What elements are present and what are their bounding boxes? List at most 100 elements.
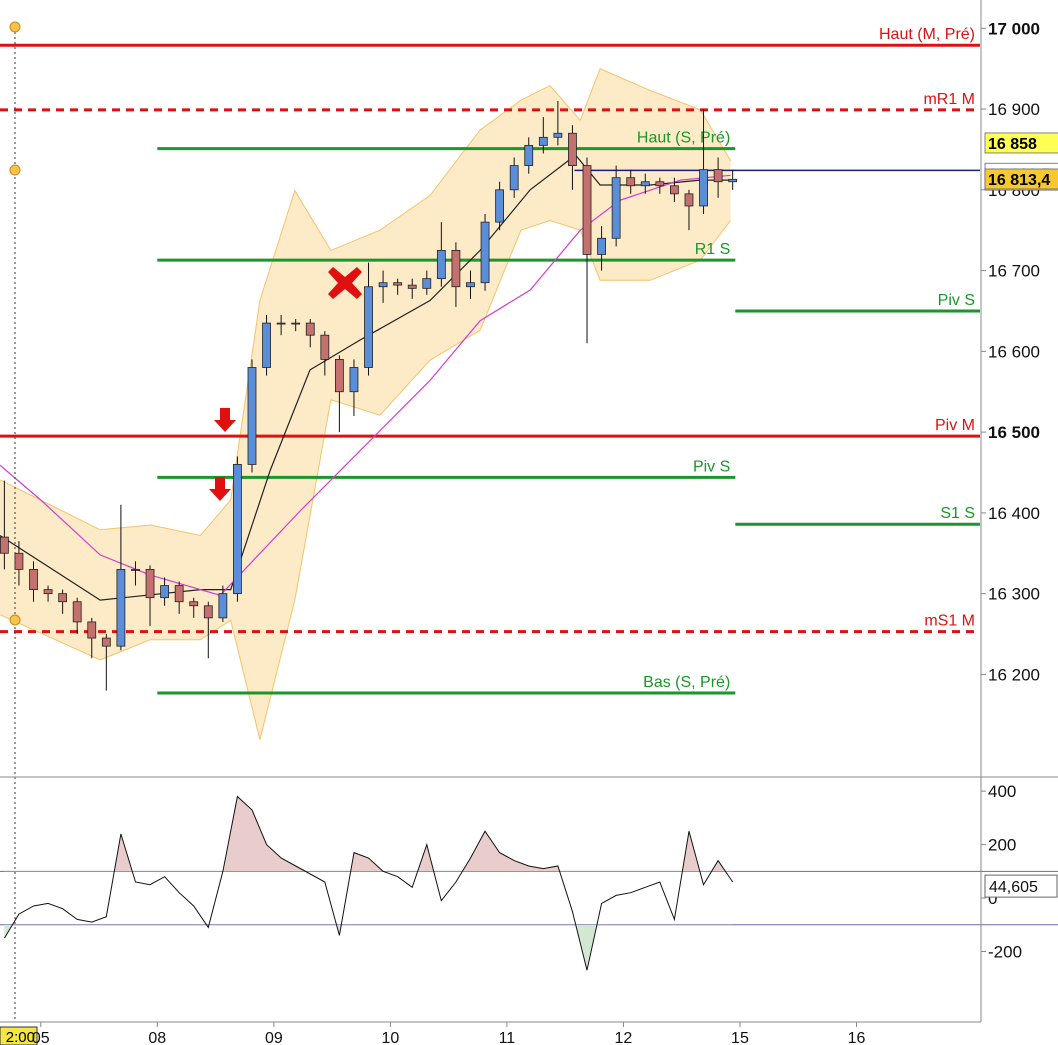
- candle-body: [160, 585, 169, 599]
- last-value-box: [984, 874, 1058, 898]
- y-tick-label: 200: [988, 836, 1016, 855]
- y-tick-label: 17 000: [988, 19, 1040, 38]
- x-tick-label: 05: [32, 1030, 50, 1045]
- y-tick-label: 16 700: [988, 262, 1040, 281]
- level-label: mR1 M: [923, 91, 975, 108]
- price-label-box: [984, 168, 1058, 190]
- level-label: Piv S: [693, 458, 730, 475]
- price-label: 16 858: [988, 136, 1037, 153]
- x-tick-label: 10: [381, 1030, 399, 1045]
- band-upper: [0, 68, 732, 537]
- y-tick-label: 400: [988, 782, 1016, 801]
- x-tick-label: 11: [499, 1030, 516, 1045]
- y-tick-label: 16 900: [988, 100, 1040, 119]
- candle-body: [422, 278, 432, 289]
- y-tick-label: 0: [988, 889, 997, 908]
- candle-body: [233, 464, 242, 595]
- candle-body: [640, 181, 650, 187]
- x-tick-label: 09: [265, 1030, 283, 1045]
- candle-body: [597, 237, 606, 255]
- candle-body: [262, 322, 271, 368]
- cursor-handle[interactable]: [9, 21, 21, 33]
- cursor-handle[interactable]: [9, 164, 21, 176]
- candle-body: [509, 165, 519, 191]
- sell-arrow: [214, 408, 236, 432]
- crosshair-time-box: [0, 1026, 38, 1045]
- candle-body: [436, 249, 446, 280]
- exit-marker: [328, 267, 362, 299]
- candle-body: [553, 132, 563, 138]
- candle-body: [334, 359, 344, 393]
- candle-body: [0, 536, 9, 554]
- candle-body: [218, 593, 228, 619]
- level-label: mS1 M: [924, 613, 975, 630]
- candle-body: [538, 136, 548, 146]
- band-area: [0, 68, 731, 740]
- x-tick-label: 08: [148, 1030, 166, 1045]
- x-tick-label: 15: [731, 1030, 749, 1045]
- candle-body: [145, 569, 155, 599]
- candle-body: [364, 286, 373, 368]
- annotations: [9, 21, 362, 1022]
- candle-body: [582, 165, 592, 255]
- axis-layer: 16 200 16 300 16 400 16 500 16 600 16 700 16 8…: [32, 19, 1058, 1045]
- candle-body: [58, 593, 68, 603]
- x-tick-label: 16: [848, 1030, 866, 1045]
- oscillator-line: [3, 795, 734, 971]
- candle-body: [568, 132, 577, 166]
- level-label: Piv M: [935, 417, 975, 434]
- candle-body: [655, 181, 665, 187]
- level-label: Bas (S, Pré): [643, 674, 730, 691]
- candle-body: [480, 221, 490, 284]
- candle-body: [407, 284, 417, 289]
- level-label: Haut (S, Pré): [637, 130, 730, 147]
- sell-arrow: [209, 477, 231, 501]
- candle-body: [305, 322, 315, 336]
- candle-body: [713, 169, 723, 183]
- candles-layer: [0, 100, 738, 691]
- candle-body: [699, 169, 708, 207]
- level-label: S1 S: [940, 505, 975, 522]
- candle-body: [189, 601, 199, 607]
- candle-body: [203, 605, 213, 619]
- candle-body: [247, 367, 257, 465]
- band-layer: [0, 68, 732, 740]
- candle-body: [72, 601, 82, 623]
- candle-body: [276, 322, 286, 325]
- level-label: R1 S: [695, 241, 731, 258]
- oscillator-layer: [0, 795, 1058, 971]
- candle-body: [101, 637, 111, 647]
- candle-body: [495, 189, 505, 223]
- candle-body: [393, 282, 403, 286]
- candle-body: [131, 569, 140, 571]
- candle-body: [378, 282, 388, 288]
- candle-body: [29, 569, 38, 591]
- candle-body: [728, 178, 738, 183]
- price-label: 16 813,4: [988, 172, 1050, 189]
- x-tick-label: 12: [615, 1030, 633, 1045]
- candle-body: [174, 585, 184, 603]
- cursor-handle[interactable]: [9, 614, 21, 626]
- candle-body: [524, 144, 534, 166]
- candle-body: [291, 322, 301, 325]
- candle-body: [684, 193, 694, 207]
- crosshair-time-label: 2:00: [6, 1029, 35, 1045]
- candle-body: [670, 185, 679, 195]
- y-tick-label: 16 200: [988, 665, 1040, 684]
- candle-body: [87, 621, 97, 639]
- band-lower: [0, 219, 731, 740]
- y-tick-label: 16 300: [988, 585, 1040, 604]
- price-label-box: [984, 132, 1058, 154]
- candle-body: [611, 177, 621, 239]
- candle-body: [451, 249, 461, 288]
- y-tick-label: 16 500: [988, 423, 1040, 442]
- y-tick-label: 16 400: [988, 504, 1040, 523]
- y-tick-label: 16 600: [988, 342, 1040, 361]
- level-label: Haut (M, Pré): [879, 26, 975, 43]
- candle-body: [349, 367, 359, 393]
- candle-body: [43, 589, 53, 595]
- candle-body: [320, 334, 330, 360]
